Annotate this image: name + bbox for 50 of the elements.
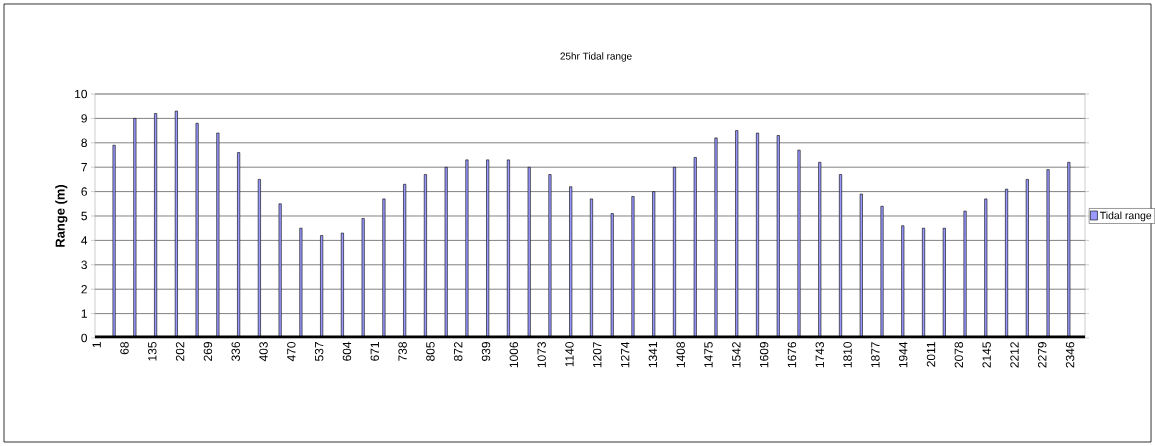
x-tick-label: 2212 bbox=[1010, 342, 1019, 368]
x-tick-label: 403 bbox=[259, 342, 268, 362]
x-tick-label: 2078 bbox=[954, 342, 964, 368]
x-tick-label: 1140 bbox=[565, 341, 574, 367]
y-tick-label: 4 bbox=[81, 236, 88, 245]
x-tick-label: 202 bbox=[175, 342, 185, 361]
x-tick-label: 604 bbox=[342, 341, 352, 361]
x-tick-label: 1676 bbox=[787, 342, 797, 368]
x-tick-label: 1944 bbox=[898, 341, 908, 368]
x-tick-label: 1207 bbox=[593, 342, 602, 368]
x-tick-label: 2145 bbox=[982, 342, 991, 368]
y-axis-title: Range (m) bbox=[55, 184, 68, 247]
x-tick-label: 1006 bbox=[509, 342, 519, 368]
y-tick-label: 0 bbox=[81, 333, 88, 343]
y-tick-label: 7 bbox=[81, 163, 87, 172]
x-tick-label: 1542 bbox=[732, 342, 741, 368]
x-tick-label: 939 bbox=[481, 342, 491, 361]
y-tick-label: 6 bbox=[81, 187, 87, 196]
x-tick-label: 2011 bbox=[926, 342, 936, 367]
x-tick-label: 269 bbox=[203, 342, 213, 361]
x-tick-label: 2279 bbox=[1038, 342, 1047, 368]
x-tick-label: 1475 bbox=[704, 342, 713, 368]
x-tick-label: 336 bbox=[231, 342, 240, 362]
x-tick-label: 1 bbox=[92, 342, 101, 348]
x-tick-label: 1743 bbox=[815, 342, 824, 368]
x-tick-label: 1341 bbox=[648, 342, 658, 368]
y-tick-label: 1 bbox=[81, 309, 87, 318]
chart-title: 25hr Tidal range bbox=[560, 52, 632, 62]
x-tick-label: 872 bbox=[453, 342, 463, 361]
x-tick-label: 1609 bbox=[759, 342, 769, 368]
x-tick-label: 805 bbox=[426, 342, 435, 361]
x-tick-label: 470 bbox=[287, 341, 296, 362]
x-tick-label: 671 bbox=[370, 342, 379, 361]
x-tick-label: 1274 bbox=[620, 341, 630, 368]
x-tick-label: 1073 bbox=[537, 342, 546, 368]
x-tick-label: 738 bbox=[398, 342, 407, 361]
legend-label: Tidal range bbox=[1100, 211, 1152, 222]
y-tick-label: 2 bbox=[81, 285, 87, 294]
x-tick-label: 1877 bbox=[871, 342, 880, 368]
y-tick-label: 5 bbox=[81, 211, 87, 221]
x-tick-label: 2346 bbox=[1065, 342, 1075, 368]
y-tick-label: 3 bbox=[81, 260, 87, 270]
x-tick-label: 135 bbox=[148, 342, 157, 361]
y-tick-label: 10 bbox=[75, 89, 88, 99]
x-tick-label: 1810 bbox=[843, 341, 852, 368]
x-tick-label: 68 bbox=[120, 342, 129, 355]
x-tick-label: 1408 bbox=[676, 342, 685, 368]
y-tick-label: 9 bbox=[81, 114, 87, 123]
y-tick-label: 8 bbox=[81, 138, 87, 148]
x-tick-label: 537 bbox=[314, 342, 324, 361]
